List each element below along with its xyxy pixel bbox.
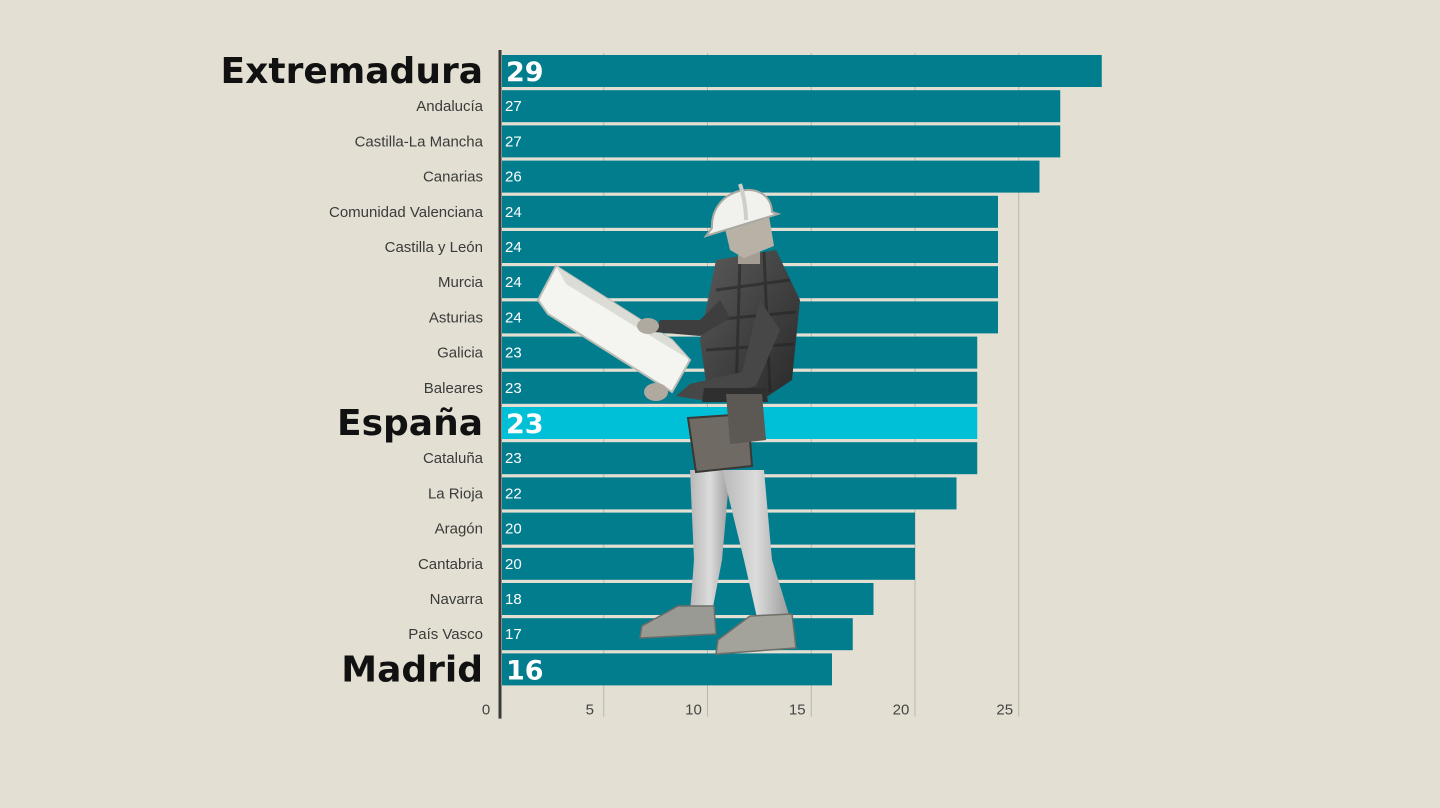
x-tick-label-25: 25	[996, 702, 1013, 719]
category-label-galicia: Galicia	[437, 345, 484, 362]
bar-extremadura	[502, 55, 1102, 87]
x-tick-label-20: 20	[893, 702, 910, 719]
category-label-asturias: Asturias	[429, 309, 483, 326]
category-label-aragon: Aragón	[435, 521, 483, 538]
category-label-la-rioja: La Rioja	[428, 485, 484, 502]
x-tick-label-15: 15	[789, 702, 806, 719]
value-label-castilla-y-leon: 24	[505, 239, 522, 256]
category-label-baleares: Baleares	[424, 380, 483, 397]
category-label-pais-vasco: País Vasco	[408, 626, 483, 643]
category-label-canarias: Canarias	[423, 169, 483, 186]
bar-madrid	[502, 653, 832, 686]
category-label-extremadura: Extremadura	[221, 51, 483, 92]
value-label-castilla-la-mancha: 27	[505, 133, 522, 150]
bar-andalucia	[502, 90, 1061, 123]
value-label-canarias: 26	[505, 169, 522, 186]
value-label-cantabria: 20	[505, 556, 522, 573]
category-label-andalucia: Andalucía	[416, 98, 483, 115]
value-label-asturias: 24	[505, 309, 522, 326]
value-label-murcia: 24	[505, 274, 522, 291]
x-tick-label-5: 5	[586, 702, 594, 719]
value-label-espana: 23	[506, 409, 544, 440]
value-label-la-rioja: 22	[505, 485, 522, 502]
category-label-espana: España	[337, 403, 483, 444]
value-label-pais-vasco: 17	[505, 626, 522, 643]
value-label-comunidad-valenciana: 24	[505, 204, 522, 221]
bar-labels: Extremadura 29 Andalucía 27 Castilla-La Manc…	[221, 51, 544, 690]
value-label-navarra: 18	[505, 591, 522, 608]
value-label-madrid: 16	[506, 655, 544, 686]
x-axis: 0 5 10 15 20 25	[482, 50, 1013, 719]
bar-castilla-la-mancha	[502, 125, 1061, 158]
bars	[502, 55, 1102, 686]
category-label-castilla-la-mancha: Castilla-La Mancha	[355, 133, 484, 150]
value-label-baleares: 23	[505, 380, 522, 397]
category-label-navarra: Navarra	[430, 591, 484, 608]
x-tick-label-0: 0	[482, 702, 490, 719]
value-label-aragon: 20	[505, 521, 522, 538]
category-label-castilla-y-leon: Castilla y León	[385, 239, 483, 256]
bar-canarias	[502, 160, 1040, 193]
value-label-galicia: 23	[505, 345, 522, 362]
category-label-madrid: Madrid	[341, 649, 483, 690]
value-label-andalucia: 27	[505, 98, 522, 115]
construction-worker-illustration	[536, 183, 800, 655]
category-label-murcia: Murcia	[438, 274, 484, 291]
value-label-cataluna: 23	[505, 450, 522, 467]
x-tick-label-10: 10	[685, 702, 702, 719]
category-label-cataluna: Cataluña	[423, 450, 484, 467]
value-label-extremadura: 29	[506, 57, 544, 88]
category-label-cantabria: Cantabria	[418, 556, 484, 573]
category-label-comunidad-valenciana: Comunidad Valenciana	[329, 204, 484, 221]
